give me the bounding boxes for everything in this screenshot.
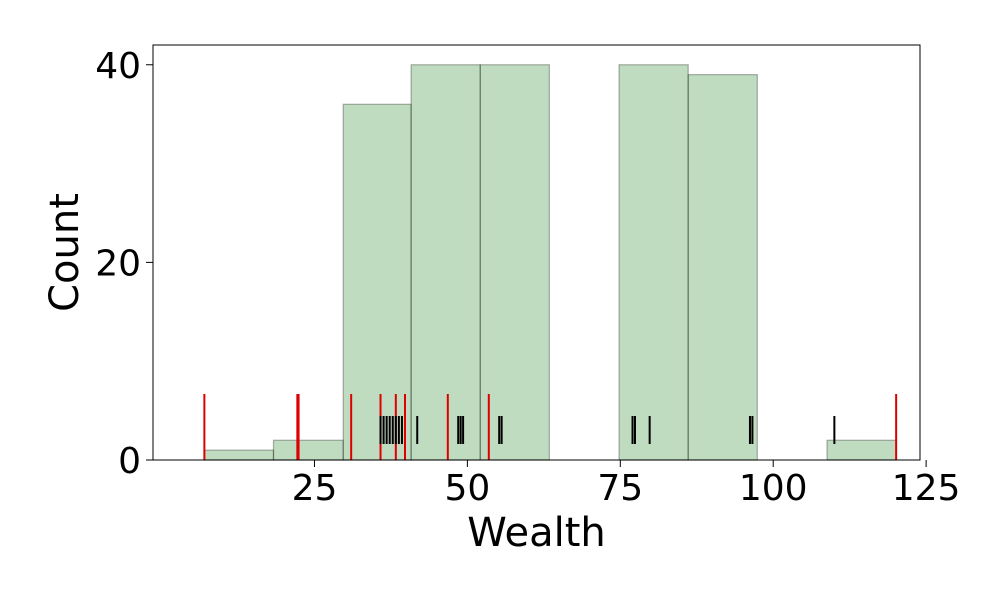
histogram-bar-1 bbox=[203, 449, 275, 461]
x-tick-label-100: 100 bbox=[739, 468, 808, 509]
histogram-bar-3 bbox=[342, 103, 412, 461]
x-tick-label-50: 50 bbox=[444, 468, 490, 509]
y-axis: 0 20 40 bbox=[95, 46, 153, 482]
rug-layer bbox=[203, 394, 898, 460]
histogram-bar-4 bbox=[410, 64, 481, 461]
bars-layer bbox=[203, 64, 897, 461]
x-tick-label-25: 25 bbox=[292, 468, 338, 509]
plot-frame bbox=[152, 44, 921, 461]
y-tick-label-20: 20 bbox=[95, 243, 141, 284]
x-tick-label-75: 75 bbox=[597, 468, 643, 509]
x-axis-label: Wealth bbox=[467, 510, 605, 556]
y-tick-label-40: 40 bbox=[95, 46, 141, 87]
x-tick-label-125: 125 bbox=[892, 468, 961, 509]
histogram-bar-5 bbox=[479, 64, 550, 461]
histogram-bar-10 bbox=[826, 439, 897, 461]
histogram-bar-7 bbox=[618, 64, 689, 461]
y-tick-label-0: 0 bbox=[118, 441, 141, 482]
histogram-bar-8 bbox=[687, 74, 758, 461]
y-axis-label: Count bbox=[42, 193, 88, 312]
x-axis: 25 50 75 100 125 bbox=[292, 460, 961, 509]
histogram-bar-2 bbox=[272, 439, 344, 461]
